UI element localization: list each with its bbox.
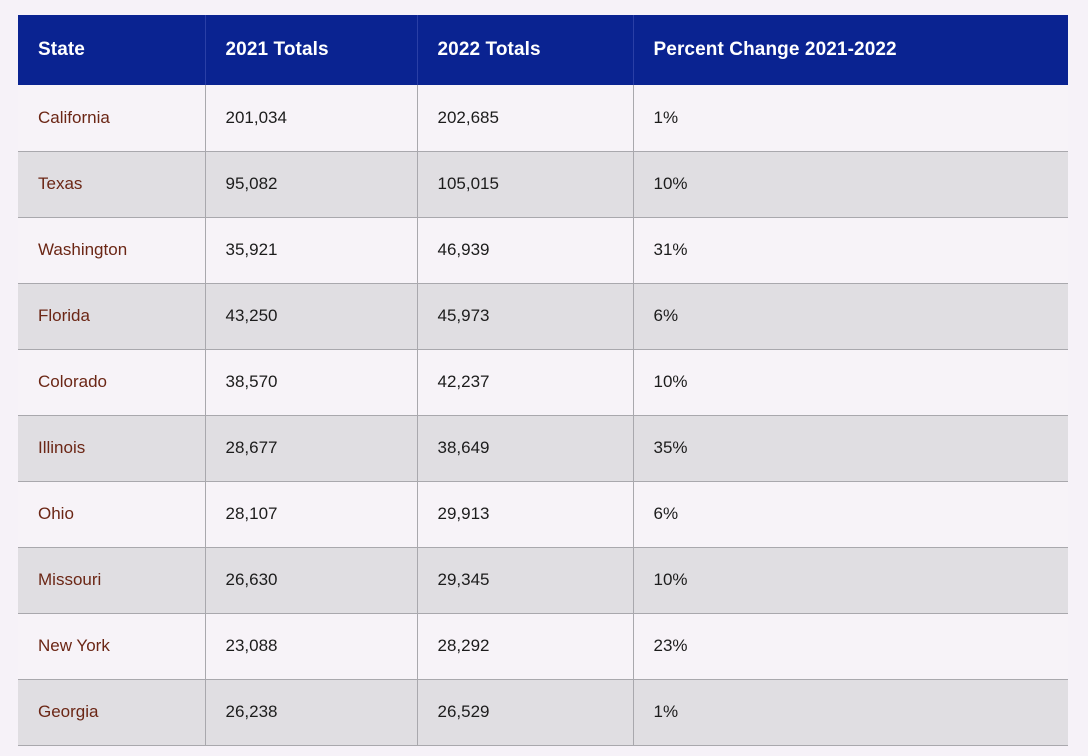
cell-percent-change: 10% [633,547,1068,614]
table-row: Missouri 26,630 29,345 10% [18,547,1068,614]
cell-2022-total: 46,939 [417,217,634,284]
table-row: Ohio 28,107 29,913 6% [18,481,1068,548]
table-row: Colorado 38,570 42,237 10% [18,349,1068,416]
cell-percent-change: 23% [633,613,1068,680]
cell-2022-total: 29,345 [417,547,634,614]
table-row: New York 23,088 28,292 23% [18,613,1068,680]
cell-state: Colorado [18,349,206,416]
cell-percent-change: 6% [633,283,1068,350]
cell-2022-total: 26,529 [417,679,634,746]
state-totals-table: State 2021 Totals 2022 Totals Percent Ch… [18,15,1068,746]
table-row: Washington 35,921 46,939 31% [18,217,1068,284]
cell-state: Georgia [18,679,206,746]
cell-2021-total: 28,107 [205,481,418,548]
cell-2022-total: 42,237 [417,349,634,416]
cell-state: Texas [18,151,206,218]
cell-2021-total: 26,238 [205,679,418,746]
header-row: State 2021 Totals 2022 Totals Percent Ch… [18,15,1068,85]
header-2022-totals: 2022 Totals [417,15,634,85]
cell-state: California [18,85,206,152]
header-percent-change: Percent Change 2021-2022 [653,39,897,60]
header-state: State [18,15,206,85]
cell-2022-total: 38,649 [417,415,634,482]
table-body: California 201,034 202,685 1% Texas 95,0… [18,85,1068,746]
cell-percent-change: 10% [633,349,1068,416]
header-2021-totals: 2021 Totals [205,15,418,85]
cell-2022-total: 29,913 [417,481,634,548]
cell-percent-change: 1% [633,679,1068,746]
cell-2022-total: 45,973 [417,283,634,350]
cell-2022-total: 28,292 [417,613,634,680]
cell-2021-total: 38,570 [205,349,418,416]
cell-2021-total: 35,921 [205,217,418,284]
cell-percent-change: 35% [633,415,1068,482]
table-row: Illinois 28,677 38,649 35% [18,415,1068,482]
cell-state: Illinois [18,415,206,482]
cell-state: Washington [18,217,206,284]
cell-2021-total: 43,250 [205,283,418,350]
cell-state: Missouri [18,547,206,614]
cell-2021-total: 201,034 [205,85,418,152]
table-row: California 201,034 202,685 1% [18,85,1068,152]
table-row: Texas 95,082 105,015 10% [18,151,1068,218]
cell-percent-change: 31% [633,217,1068,284]
cell-2022-total: 105,015 [417,151,634,218]
table-row: Georgia 26,238 26,529 1% [18,679,1068,746]
cell-state: New York [18,613,206,680]
cell-state: Florida [18,283,206,350]
cell-2021-total: 28,677 [205,415,418,482]
cell-2021-total: 26,630 [205,547,418,614]
cell-state: Ohio [18,481,206,548]
cell-percent-change: 6% [633,481,1068,548]
table-header: State 2021 Totals 2022 Totals Percent Ch… [18,15,1068,85]
cell-2021-total: 95,082 [205,151,418,218]
table-row: Florida 43,250 45,973 6% [18,283,1068,350]
clipped-text-strip [0,0,1088,14]
cell-2021-total: 23,088 [205,613,418,680]
cell-percent-change: 1% [633,85,1068,152]
cell-2022-total: 202,685 [417,85,634,152]
cell-percent-change: 10% [633,151,1068,218]
